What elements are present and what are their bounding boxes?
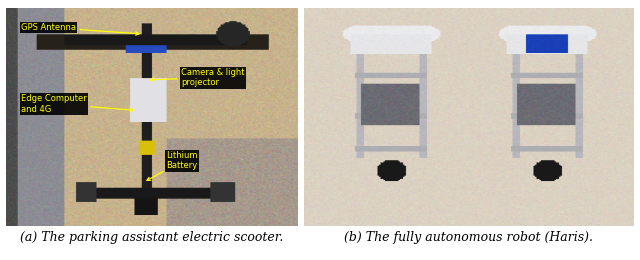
Text: GPS Antenna: GPS Antenna [21, 23, 139, 35]
Text: Lithium
Battery: Lithium Battery [147, 151, 198, 180]
Text: (b) The fully autonomous robot (Haris).: (b) The fully autonomous robot (Haris). [344, 231, 593, 244]
Text: (a) The parking assistant electric scooter.: (a) The parking assistant electric scoot… [20, 231, 284, 244]
Text: Camera & light
projector: Camera & light projector [150, 68, 244, 87]
Text: Edge Computer
and 4G: Edge Computer and 4G [21, 94, 133, 114]
